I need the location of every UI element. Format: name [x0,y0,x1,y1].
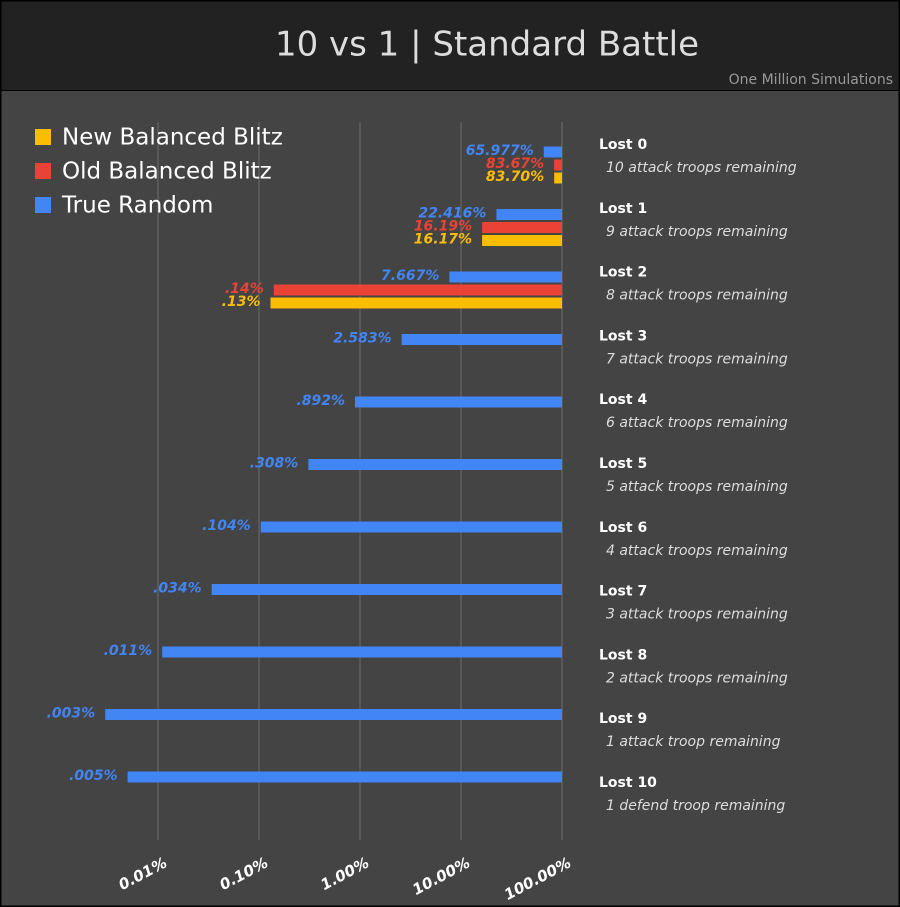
legend-label: True Random [61,193,213,219]
category-label: Lost 8 [599,647,647,663]
data-label: .005% [69,768,118,784]
data-label: .104% [202,518,251,534]
bar [449,271,562,283]
bar [308,459,562,470]
category-label: Lost 3 [599,328,647,344]
bar [482,222,562,233]
bar [105,709,563,720]
category-label: Lost 1 [599,201,647,217]
category-note: 7 attack troops remaining [606,351,788,367]
category-label: Lost 6 [599,520,647,536]
legend-label: New Balanced Blitz [62,125,283,151]
data-label: 65.977% [466,143,534,159]
category-note: 1 attack troop remaining [606,734,781,750]
bar [260,521,562,533]
legend-swatch [35,163,51,179]
header [0,0,900,91]
bar [162,646,562,658]
category-label: Lost 0 [599,137,647,153]
data-label: .13% [222,294,261,310]
bar [354,396,562,408]
bar [482,235,562,246]
category-note: 1 defend troop remaining [606,798,785,814]
category-note: 8 attack troops remaining [606,288,788,304]
category-label: Lost 10 [599,775,657,791]
data-label: .003% [47,706,96,722]
data-label: 16.19% [414,219,472,235]
bar [211,584,562,595]
data-label: .034% [153,581,202,597]
legend-label: Old Balanced Blitz [62,159,272,185]
legend-swatch [35,197,51,213]
data-label: 16.17% [414,232,472,248]
category-label: Lost 7 [599,584,647,600]
bar [273,284,562,296]
chart-title: 10 vs 1 | Standard Battle [275,25,699,65]
category-note: 10 attack troops remaining [606,160,797,176]
data-label: .14% [225,281,264,297]
category-label: Lost 2 [599,265,647,281]
category-note: 2 attack troops remaining [606,670,788,686]
category-note: 4 attack troops remaining [606,543,788,559]
data-label: .011% [104,643,153,659]
bar [496,209,562,220]
category-label: Lost 5 [599,456,647,472]
bar [554,172,562,184]
bar [543,146,562,158]
category-label: Lost 9 [599,711,647,727]
category-label: Lost 4 [599,392,647,408]
bar [127,771,562,783]
data-label: .892% [296,393,345,409]
category-note: 3 attack troops remaining [606,607,788,623]
bar [270,297,562,309]
data-label: 7.667% [381,268,439,284]
category-note: 9 attack troops remaining [606,224,788,240]
bar [401,334,562,345]
bar [554,159,562,171]
data-label: 22.416% [418,206,486,222]
chart-subtitle: One Million Simulations [729,72,893,88]
data-label: 2.583% [333,331,391,347]
data-label: .308% [250,456,299,472]
data-label: 83.67% [486,156,544,172]
category-note: 5 attack troops remaining [606,479,788,495]
data-label: 83.70% [486,169,544,185]
category-note: 6 attack troops remaining [606,415,788,431]
legend-swatch [35,129,51,145]
